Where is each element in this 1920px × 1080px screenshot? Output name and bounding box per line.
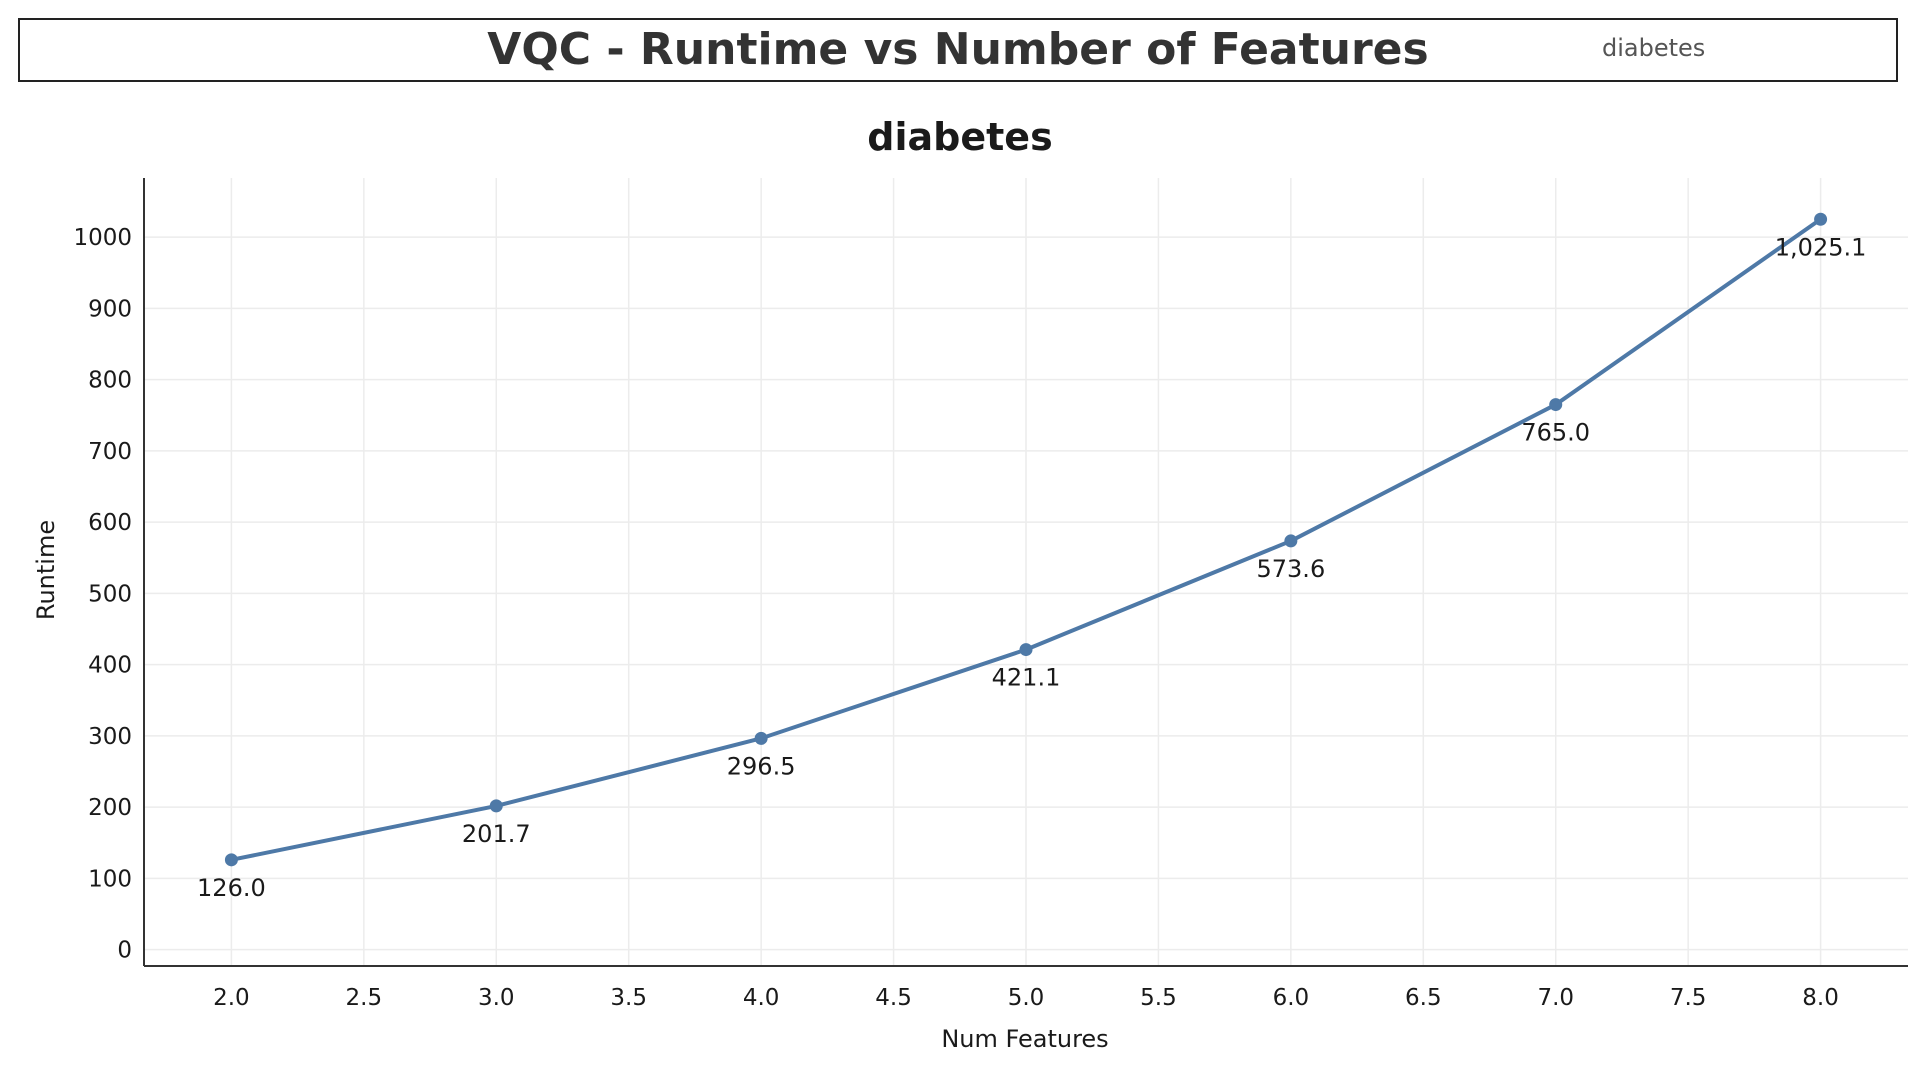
- axes: [143, 178, 1908, 967]
- x-tick-label: 8.0: [1802, 985, 1839, 1011]
- data-point[interactable]: [1019, 643, 1033, 657]
- y-tick-labels: 0 100 200 300 400 500 600 700 800 900 1000: [73, 225, 132, 963]
- x-tick-label: 6.0: [1273, 985, 1310, 1011]
- x-tick-label: 7.0: [1537, 985, 1574, 1011]
- data-point[interactable]: [1814, 212, 1828, 226]
- x-tick-label: 2.0: [213, 985, 250, 1011]
- x-tick-label: 2.5: [346, 985, 383, 1011]
- y-tick-label: 0: [117, 938, 132, 964]
- y-tick-label: 900: [88, 296, 132, 322]
- y-tick-label: 200: [88, 795, 132, 821]
- data-point[interactable]: [489, 799, 503, 813]
- y-tick-label: 500: [88, 581, 132, 607]
- x-tick-label: 3.0: [478, 985, 515, 1011]
- x-axis-title: Num Features: [941, 1025, 1108, 1053]
- dashboard-header: VQC - Runtime vs Number of Features diab…: [18, 18, 1898, 82]
- dashboard-title: VQC - Runtime vs Number of Features: [487, 24, 1429, 75]
- x-tick-label: 4.5: [875, 985, 912, 1011]
- data-label: 573.6: [1257, 555, 1326, 583]
- x-tick-label: 5.5: [1140, 985, 1177, 1011]
- data-label: 1,025.1: [1775, 233, 1867, 261]
- data-point[interactable]: [1284, 534, 1298, 548]
- dataset-filter-label[interactable]: diabetes: [1602, 34, 1706, 62]
- y-tick-label: 700: [88, 439, 132, 465]
- y-tick-label: 400: [88, 653, 132, 679]
- grid-lines: [144, 178, 1908, 966]
- y-tick-label: 300: [88, 724, 132, 750]
- series-runtime: [224, 212, 1828, 867]
- x-tick-labels: 2.0 2.5 3.0 3.5 4.0 4.5 5.0 5.5 6.0 6.5 7.0 7.5 8.0: [213, 985, 1839, 1011]
- chart-title: diabetes: [867, 115, 1052, 159]
- data-labels: 126.0 201.7 296.5 421.1 573.6 765.0 1,025.1: [197, 233, 1866, 902]
- x-tick-label: 3.5: [610, 985, 647, 1011]
- y-tick-label: 800: [88, 368, 132, 394]
- y-tick-label: 100: [88, 866, 132, 892]
- x-tick-label: 5.0: [1008, 985, 1045, 1011]
- data-point[interactable]: [224, 853, 238, 867]
- data-label: 765.0: [1521, 419, 1590, 447]
- y-tick-label: 1000: [73, 225, 132, 251]
- data-label: 126.0: [197, 874, 266, 902]
- data-point[interactable]: [754, 731, 768, 745]
- data-point[interactable]: [1549, 398, 1563, 412]
- data-label: 296.5: [727, 752, 796, 780]
- x-tick-label: 6.5: [1405, 985, 1442, 1011]
- x-tick-label: 4.0: [743, 985, 780, 1011]
- data-label: 421.1: [992, 664, 1061, 692]
- data-label: 201.7: [462, 820, 531, 848]
- y-tick-label: 600: [88, 510, 132, 536]
- x-tick-label: 7.5: [1670, 985, 1707, 1011]
- y-axis-title: Runtime: [32, 520, 60, 620]
